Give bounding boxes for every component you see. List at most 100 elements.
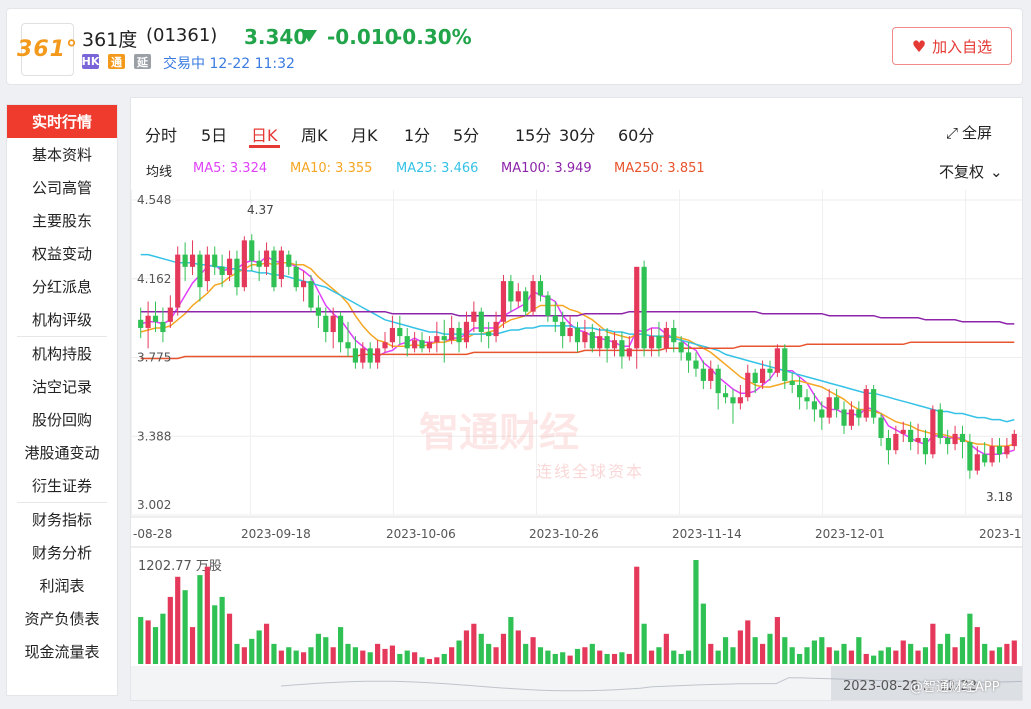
- candle-body: [300, 281, 307, 288]
- sidebar-item[interactable]: 现金流量表: [24, 643, 100, 661]
- volume-bar: [138, 617, 144, 664]
- volume-bar: [619, 652, 625, 664]
- volume-bar: [449, 647, 455, 664]
- candle-body: [241, 240, 247, 288]
- sidebar-item[interactable]: 公司高管: [31, 179, 92, 197]
- candle-body: [745, 372, 751, 398]
- candle-body: [449, 327, 455, 341]
- sidebar-item[interactable]: 主要股东: [31, 212, 92, 230]
- y-tick-label: 3.002: [137, 498, 171, 512]
- ma-legend-item: MA100: 3.949: [501, 161, 592, 176]
- x-tick-label: 2023-10-06: [386, 527, 456, 541]
- volume-bar: [567, 655, 573, 664]
- kline-chart-svg[interactable]: 4.548 4.162 3.775 3.388 3.002 4.37 3.18 -08-28 2…: [131, 190, 1023, 701]
- sidebar-item[interactable]: 资产负债表: [24, 610, 100, 628]
- ma-legend-item: MA25: 3.466: [396, 161, 479, 176]
- candle-body: [389, 327, 396, 343]
- volume-bar: [315, 633, 321, 664]
- candle-body: [900, 429, 906, 434]
- sidebar-item[interactable]: 沽空记录: [31, 378, 92, 396]
- sidebar: 实时行情基本资料公司高管主要股东权益变动分红派息机构评级机构持股沽空记录股份回购…: [6, 104, 118, 696]
- candle-body: [737, 397, 743, 404]
- sidebar-item[interactable]: 机构评级: [31, 311, 92, 329]
- sidebar-item[interactable]: 权益变动: [31, 245, 92, 263]
- volume-bar: [915, 650, 921, 664]
- volume-bar: [745, 620, 751, 664]
- sidebar-item[interactable]: 港股通变动: [24, 444, 100, 462]
- volume-bar: [308, 647, 314, 664]
- sidebar-item[interactable]: 分红派息: [31, 278, 92, 296]
- sidebar-item[interactable]: 股份回购: [31, 411, 92, 429]
- kline-chart-area[interactable]: 4.548 4.162 3.775 3.388 3.002 4.37 3.18 -08-28 2…: [131, 190, 1023, 701]
- tab-period[interactable]: 周K: [301, 126, 328, 145]
- volume-bar: [841, 643, 847, 664]
- candle-body: [197, 254, 203, 288]
- candle-body: [952, 433, 958, 445]
- volume-bar: [974, 627, 980, 664]
- tab-period[interactable]: 15分: [515, 126, 552, 145]
- ma-legend-item: MA5: 3.324: [193, 161, 268, 176]
- volume-bar: [641, 623, 647, 664]
- tab-period[interactable]: 分时: [145, 126, 178, 145]
- candle-body: [397, 327, 403, 337]
- tab-period[interactable]: 30分: [559, 126, 596, 145]
- adjust-dropdown[interactable]: 不复权 ⌄: [939, 161, 1003, 182]
- add-to-watchlist-button[interactable]: ♥ 加入自选: [892, 27, 1012, 65]
- volume-bar: [345, 643, 351, 664]
- candle-body: [730, 397, 736, 404]
- candle-body: [863, 389, 869, 418]
- candle-body: [204, 254, 210, 282]
- volume-bar: [352, 647, 358, 664]
- volume-bar: [863, 653, 869, 664]
- candle-body: [478, 311, 484, 333]
- volume-bar: [856, 637, 862, 664]
- candle-body: [648, 336, 655, 349]
- tab-period[interactable]: 5分: [453, 126, 480, 145]
- volume-bar: [375, 643, 381, 664]
- volume-bar: [611, 653, 618, 664]
- volume-bar: [789, 647, 795, 664]
- candle-body: [278, 250, 284, 280]
- candle-body: [885, 437, 892, 451]
- candle-body: [404, 336, 410, 349]
- candle-body: [463, 321, 470, 343]
- navigator-line: [280, 677, 1022, 692]
- fullscreen-button[interactable]: ⤢ 全屏: [946, 122, 992, 143]
- tab-period[interactable]: 1分: [404, 126, 431, 145]
- volume-bar: [182, 590, 188, 664]
- volume-bar: [197, 575, 203, 664]
- volume-bar: [382, 648, 388, 664]
- tab-period[interactable]: 月K: [351, 126, 378, 145]
- volume-bar: [774, 617, 780, 664]
- tab-period[interactable]: 日K: [251, 126, 278, 145]
- candle-body: [441, 336, 447, 341]
- tab-period[interactable]: 5日: [201, 126, 228, 145]
- price-change-pct: -0.30%: [394, 25, 472, 49]
- volume-bar: [989, 650, 995, 664]
- volume-bar: [300, 652, 307, 664]
- sidebar-item[interactable]: 利润表: [39, 577, 85, 595]
- volume-bar: [545, 650, 551, 664]
- volume-bar: [715, 650, 721, 664]
- sidebar-item[interactable]: 衍生证券: [31, 477, 92, 495]
- candle-body: [722, 393, 729, 398]
- candle-body: [256, 260, 262, 267]
- stock-code: (01361): [146, 25, 218, 46]
- tab-period[interactable]: 60分: [618, 126, 655, 145]
- candle-body: [189, 254, 196, 267]
- volume-bar: [730, 647, 736, 664]
- candle-body: [819, 409, 825, 418]
- sidebar-divider: [17, 502, 107, 503]
- sidebar-item[interactable]: 财务分析: [31, 544, 92, 562]
- sidebar-item[interactable]: 实时行情: [7, 105, 117, 138]
- candle-body: [308, 281, 314, 308]
- volume-bar: [478, 633, 484, 664]
- sidebar-item[interactable]: 财务指标: [31, 511, 92, 529]
- x-tick-label: 2023-09-18: [241, 527, 311, 541]
- sidebar-item[interactable]: 基本资料: [31, 146, 92, 164]
- volume-bar: [263, 623, 270, 664]
- sidebar-item[interactable]: 机构持股: [31, 345, 92, 363]
- candle-body: [175, 254, 181, 308]
- candle-body: [345, 342, 351, 349]
- candle-body: [982, 454, 988, 463]
